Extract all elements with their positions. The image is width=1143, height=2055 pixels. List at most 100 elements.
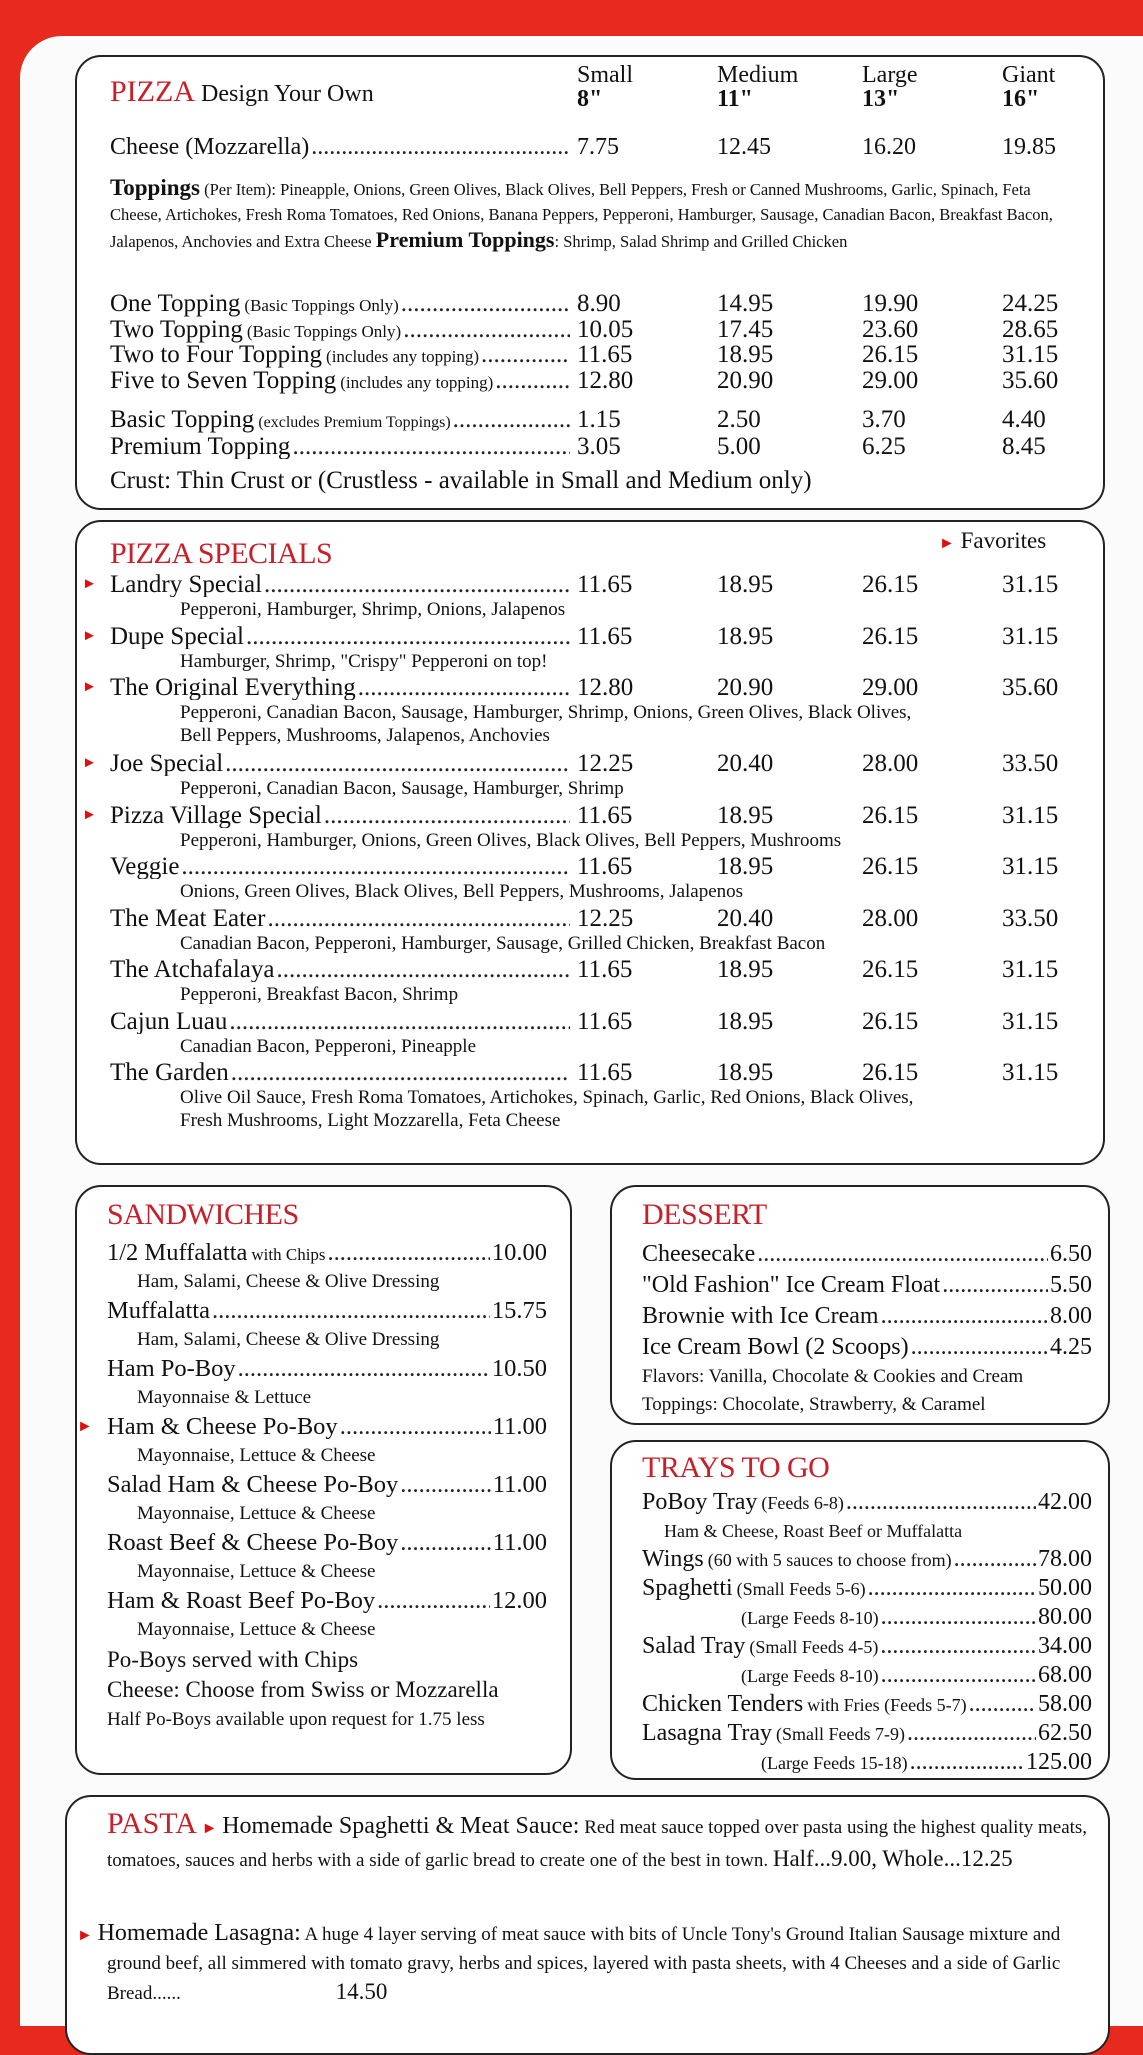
- special-row: Veggie 11.65 18.95 26.15 31.15: [110, 854, 1085, 879]
- tray-note: (Small Feeds 5-6): [736, 1579, 866, 1599]
- sandwich-desc: Mayonnaise, Lettuce & Cheese: [137, 1503, 376, 1524]
- sandwich-price: 10.50: [491, 1355, 547, 1382]
- dot-leader: [481, 342, 570, 367]
- item-name: The Atchafalaya: [110, 957, 572, 982]
- dessert-row: "Old Fashion" Ice Cream Float 5.50: [642, 1270, 1092, 1301]
- price-large: 29.00: [862, 674, 919, 701]
- price-giant: 35.60: [1002, 674, 1059, 701]
- tray-note: with Fries (Feeds 5-7): [807, 1695, 967, 1715]
- dot-leader: [954, 1545, 1036, 1574]
- lasagna-name: Homemade Lasagna:: [97, 1920, 301, 1946]
- sandwich-price: 15.75: [491, 1297, 547, 1324]
- price-small: 12.25: [577, 750, 634, 777]
- pizza-specials-section: PIZZA SPECIALS ► Favorites ► Landry Speci…: [75, 520, 1105, 1165]
- price-medium: 2.50: [717, 406, 761, 433]
- special-desc: Olive Oil Sauce, Fresh Roma Tomatoes, Ar…: [180, 1087, 914, 1108]
- tray-price: 80.00: [1038, 1604, 1092, 1630]
- price-medium: 18.95: [717, 622, 774, 650]
- favorite-arrow-icon: ►: [82, 806, 97, 823]
- dessert-row: Brownie with Ice Cream 8.00: [642, 1301, 1092, 1332]
- special-desc: Pepperoni, Canadian Bacon, Sausage, Hamb…: [180, 702, 912, 723]
- price-large: 28.00: [862, 904, 919, 932]
- price-large: 23.60: [862, 315, 919, 343]
- price-small: 11.65: [577, 956, 633, 983]
- item-name: Two Topping (Basic Toppings Only): [110, 317, 572, 344]
- tray-note: (Large Feeds 15-18): [761, 1753, 908, 1773]
- dessert-note: Flavors: Vanilla, Chocolate & Cookies an…: [642, 1366, 1024, 1387]
- item-name-text: The Meat Eater: [110, 905, 266, 931]
- tray-name: Salad Tray: [642, 1633, 746, 1659]
- sandwich-name: 1/2 Muffalatta: [107, 1239, 248, 1266]
- price-medium: 18.95: [717, 801, 774, 829]
- tray-row: Wings(60 with 5 sauces to choose from) 78…: [642, 1545, 1092, 1574]
- tray-price: 62.50: [1038, 1720, 1092, 1746]
- price-giant: 35.60: [1002, 366, 1059, 394]
- price-large: 26.15: [862, 341, 919, 368]
- price-medium: 20.40: [717, 904, 774, 932]
- special-item: Cajun Luau 11.65 18.95 26.15 31.15 Canadian B…: [110, 1009, 1100, 1060]
- dot-leader: [328, 1239, 490, 1267]
- item-name-text: Joe Special: [110, 751, 224, 776]
- price-medium: 18.95: [717, 956, 774, 983]
- price-small: 11.65: [577, 341, 633, 368]
- item-name-text: The Original Everything: [110, 675, 356, 700]
- price-medium: 20.90: [717, 674, 774, 701]
- price-medium: 5.00: [717, 433, 761, 460]
- extra-topping-row: Basic Topping (excludes Premium Toppings)…: [110, 407, 1085, 432]
- tray-price: 34.00: [1038, 1633, 1092, 1659]
- special-desc: Hamburger, Shrimp, "Crispy" Pepperoni on…: [180, 650, 548, 672]
- price-medium: 18.95: [717, 571, 774, 598]
- item-name-text: Pizza Village Special: [110, 802, 322, 828]
- item-name-text: Dupe Special: [110, 623, 244, 649]
- sandwich-price: 12.00: [491, 1587, 547, 1614]
- item-name: Veggie: [110, 854, 572, 879]
- size-label: Small: [577, 62, 634, 88]
- dot-leader: [495, 368, 570, 393]
- lasagna-price: 14.50: [335, 1979, 388, 2004]
- topping-row: Five to Seven Topping (includes any toppi…: [110, 368, 1085, 393]
- price-medium: 18.95: [717, 1007, 774, 1035]
- favorite-arrow-icon: ►: [201, 1820, 218, 1837]
- special-desc: Pepperoni, Canadian Bacon, Sausage, Hamb…: [180, 778, 624, 799]
- toppings-text: Toppings (Per Item): Pineapple, Onions, …: [110, 175, 1085, 254]
- price-small: 11.65: [577, 801, 633, 829]
- sandwich-price: 11.00: [492, 1471, 547, 1498]
- dot-leader: [911, 1332, 1048, 1363]
- dessert-name: Ice Cream Bowl (2 Scoops): [642, 1334, 909, 1360]
- price-large: 16.20: [862, 134, 916, 160]
- dot-leader: [311, 135, 570, 160]
- spaghetti-desc: Red meat sauce topped over pasta using t…: [107, 1817, 1088, 1871]
- price-medium: 18.95: [717, 1059, 774, 1086]
- price-giant: 19.85: [1002, 134, 1056, 160]
- price-large: 26.15: [862, 1007, 919, 1035]
- dot-leader: [881, 1603, 1036, 1632]
- price-large: 6.25: [862, 433, 906, 460]
- dot-leader: [969, 1690, 1036, 1719]
- favorite-arrow-icon: ►: [939, 535, 955, 552]
- dot-leader: [757, 1239, 1048, 1270]
- special-desc: Onions, Green Olives, Black Olives, Bell…: [180, 881, 744, 902]
- pizza-section: PIZZA Design Your Own Small 8" Medium 11" La…: [75, 55, 1105, 510]
- crust-note: Crust: Thin Crust or (Crustless - availa…: [110, 467, 812, 494]
- tray-row: PoBoy Tray(Feeds 6-8) 42.00: [642, 1488, 1092, 1517]
- item-name: The Garden: [110, 1060, 572, 1085]
- tray-price: 78.00: [1038, 1546, 1092, 1572]
- special-row: The Meat Eater 12.25 20.40 28.00 33.50: [110, 906, 1085, 931]
- dot-leader: [277, 957, 571, 982]
- item-note: (includes any topping): [326, 347, 479, 366]
- special-item: Veggie 11.65 18.95 26.15 31.15 Onions, Green …: [110, 854, 1100, 905]
- special-item: ► Pizza Village Special 11.65 18.95 26.15 31.…: [82, 801, 1100, 854]
- sandwich-desc: Ham, Salami, Cheese & Olive Dressing: [137, 1271, 440, 1292]
- item-name: Dupe Special: [110, 624, 572, 649]
- favorite-arrow-icon: ►: [82, 755, 97, 771]
- price-small: 7.75: [577, 134, 619, 160]
- tray-price: 68.00: [1038, 1662, 1092, 1688]
- price-large: 26.15: [862, 571, 919, 598]
- price-small: 11.65: [577, 1007, 633, 1035]
- price-medium: 17.45: [717, 315, 774, 343]
- price-giant: 24.25: [1002, 290, 1059, 317]
- tray-note: (Large Feeds 8-10): [741, 1608, 879, 1628]
- cheese-row: Cheese (Mozzarella) 7.75 12.45 16.20 19.85: [110, 135, 1085, 160]
